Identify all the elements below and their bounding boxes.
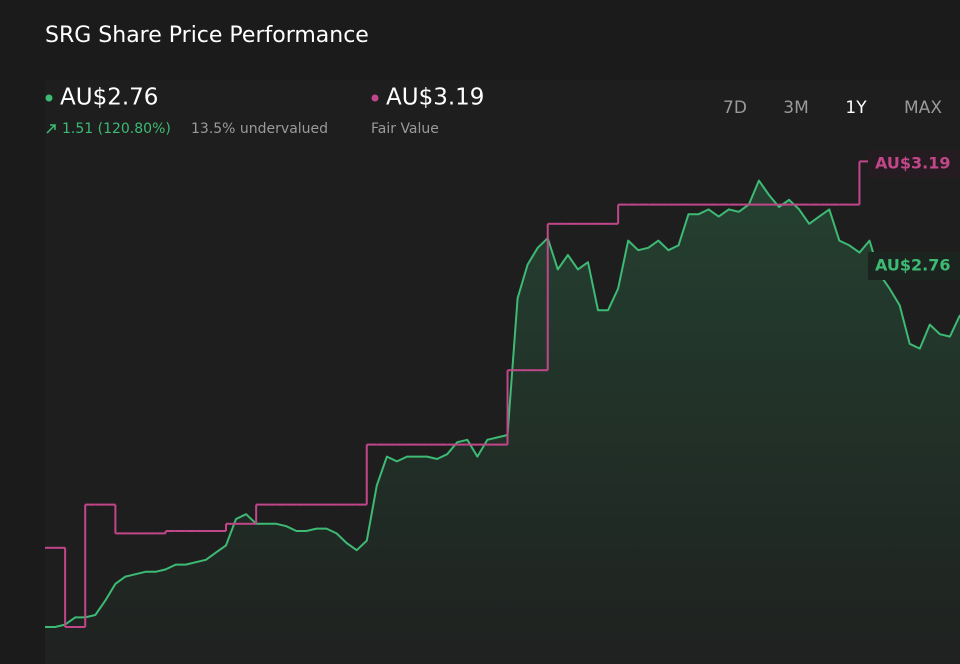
plot	[45, 160, 960, 664]
price-change: 1.51 (120.80%)	[62, 121, 171, 137]
legend-dot	[45, 94, 53, 102]
range-button[interactable]: 7D	[723, 98, 747, 118]
chart-title: SRG Share Price Performance	[45, 23, 369, 48]
end-label-box	[868, 252, 960, 280]
end-label-box	[868, 150, 960, 178]
valuation: 13.5% undervalued	[191, 121, 328, 137]
fair-value-label: AU$3.19	[386, 85, 484, 111]
range-buttons: 7D 3M 1Y MAX	[723, 98, 942, 118]
price-line	[45, 179, 960, 628]
range-button[interactable]: 3M	[783, 98, 808, 118]
up-arrow	[46, 124, 56, 134]
range-button[interactable]: 1Y	[845, 98, 867, 118]
legend-label: Fair Value	[371, 121, 439, 137]
price-label: AU$2.76	[60, 85, 158, 111]
price-end-label: AU$2.76	[875, 256, 951, 275]
legend-dot	[371, 94, 379, 102]
range-button[interactable]: MAX	[904, 98, 942, 118]
price-area	[45, 180, 960, 664]
fair-value-end-label: AU$3.19	[875, 154, 951, 173]
